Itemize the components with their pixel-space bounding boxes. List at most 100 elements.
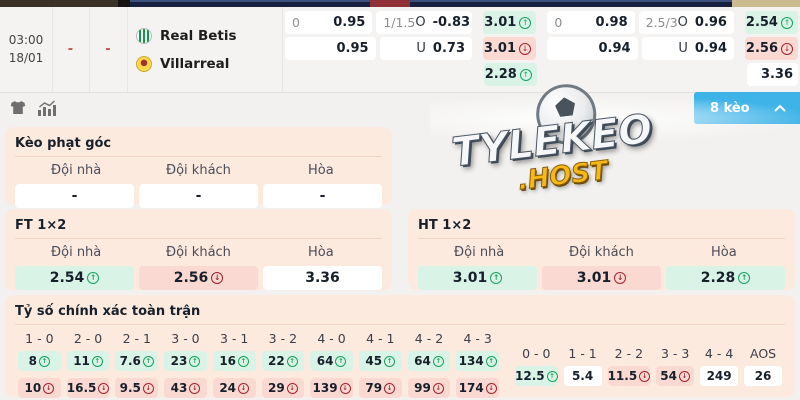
section-title: Tỷ số chính xác toàn trận <box>15 304 201 319</box>
villarreal-crest-icon <box>136 55 152 72</box>
bar-segment <box>732 0 800 7</box>
corner-draw-odds-cell[interactable]: - <box>263 184 382 208</box>
corner-away-odds-cell[interactable]: - <box>139 184 258 208</box>
odds-up-icon <box>738 272 751 284</box>
score-odds-up-cell[interactable]: 11 <box>66 351 110 371</box>
score-odds-up-cell[interactable]: 8 <box>18 351 61 371</box>
ht-away-odds-cell[interactable]: 3.01 <box>542 266 661 290</box>
score-odds-up-cell[interactable]: 134 <box>456 351 500 371</box>
odds-up-icon <box>142 355 154 367</box>
odds-down-icon <box>286 382 298 394</box>
score-column: 4 - 4 249 <box>697 346 741 398</box>
score-odds-down-cell[interactable]: 29 <box>261 378 305 398</box>
jersey-icon[interactable] <box>10 100 26 119</box>
score-odds-cell[interactable]: 54 <box>656 366 695 386</box>
divider <box>15 238 382 239</box>
odds-up-icon <box>91 355 103 367</box>
section-title: FT 1×2 <box>15 218 67 233</box>
odds-up-icon <box>485 355 497 367</box>
odds-down-icon <box>519 42 531 55</box>
score-column: 3 - 1 16 24 <box>210 331 259 398</box>
score-column: 4 - 0 64 139 <box>307 331 356 398</box>
score-odds-cell[interactable]: 249 <box>700 366 739 386</box>
ft-draw-odds-cell[interactable]: 3.36 <box>263 266 382 290</box>
header-away: Đội khách <box>569 245 634 260</box>
score-odds-up-cell[interactable]: 23 <box>164 351 207 371</box>
g1-1x2-home-cell[interactable]: 3.01 <box>483 11 537 34</box>
g1-1x2-draw-cell[interactable]: 2.28 <box>483 63 537 86</box>
stats-chart-icon[interactable] <box>38 100 57 120</box>
g2-over-cell[interactable]: 2.5/3 O 0.96 <box>638 11 734 34</box>
score-odds-down-cell[interactable]: 9.5 <box>115 378 159 398</box>
score-odds-cell[interactable]: 12.5 <box>515 366 558 386</box>
score-odds-down-cell[interactable]: 79 <box>358 378 402 398</box>
score-column: 0 - 0 12.5 <box>512 346 561 398</box>
match-row: 03:00 18/01 - - Real Betis Villarreal 0 … <box>0 7 800 93</box>
ft-home-odds-cell[interactable]: 2.54 <box>15 266 134 290</box>
score-odds-down-cell[interactable]: 174 <box>456 378 500 398</box>
away-team-name: Villarreal <box>160 55 230 72</box>
home-team-row[interactable]: Real Betis <box>136 27 282 44</box>
score-column: 2 - 1 7.6 9.5 <box>112 331 161 398</box>
score-column: 3 - 3 54 <box>653 346 697 398</box>
odds-up-icon <box>384 355 396 367</box>
score-grid-right: 0 - 0 12.5 1 - 1 5.4 2 - 2 11.5 3 - 3 54… <box>512 346 785 398</box>
header-home: Đội nhà <box>454 245 505 260</box>
teams-column: Real Betis Villarreal <box>127 7 283 92</box>
score-odds-up-cell[interactable]: 7.6 <box>115 351 159 371</box>
odds-up-icon <box>490 272 503 284</box>
g1-handicap-away-cell[interactable]: 0.95 <box>285 37 376 60</box>
cropped-browser-bar <box>0 0 800 9</box>
score-odds-cell[interactable]: 26 <box>744 366 783 386</box>
score-odds-down-cell[interactable]: 99 <box>407 378 451 398</box>
score-odds-down-cell[interactable]: 24 <box>212 378 256 398</box>
corner-home-odds-cell[interactable]: - <box>15 184 134 208</box>
odds-down-icon <box>485 382 497 394</box>
g2-1x2-home-cell[interactable]: 2.54 <box>744 11 798 34</box>
g2-handicap-home-cell[interactable]: 0 0.98 <box>547 11 635 34</box>
divider <box>15 156 382 157</box>
g1-under-cell[interactable]: U 0.73 <box>379 37 472 60</box>
score-odds-down-cell[interactable]: 16.5 <box>66 378 110 398</box>
score-odds-down-cell[interactable]: 10 <box>18 378 61 398</box>
g2-handicap-away-cell[interactable]: 0.94 <box>547 37 638 60</box>
score-column: 1 - 0 8 10 <box>15 331 64 398</box>
kickoff-time: 03:00 <box>8 33 44 48</box>
corner-odds-section: Kèo phạt góc Đội nhà Đội khách Hòa - - - <box>5 127 392 208</box>
chevron-up-icon <box>774 101 786 116</box>
bar-segment <box>410 0 732 9</box>
g2-1x2-draw-cell[interactable]: 3.36 <box>746 63 799 86</box>
header-home: Đội nhà <box>51 163 102 178</box>
score-odds-up-cell[interactable]: 64 <box>407 351 451 371</box>
header-away: Đội khách <box>166 245 231 260</box>
score-odds-up-cell[interactable]: 22 <box>261 351 305 371</box>
bets-count-label: 8 kèo <box>710 100 750 116</box>
g1-handicap-home-cell[interactable]: 0 0.95 <box>285 11 373 34</box>
score-odds-cell[interactable]: 11.5 <box>607 366 651 386</box>
watermark-subtitle: .HOST <box>516 155 610 197</box>
header-draw: Hòa <box>307 245 334 260</box>
score-odds-up-cell[interactable]: 64 <box>310 351 353 371</box>
bets-count-button[interactable]: 8 kèo <box>694 92 800 124</box>
g1-1x2-away-cell[interactable]: 3.01 <box>483 37 536 60</box>
g2-1x2-away-cell[interactable]: 2.56 <box>745 37 798 60</box>
ft-away-odds-cell[interactable]: 2.56 <box>139 266 258 290</box>
correct-score-section: Tỷ số chính xác toàn trận 1 - 0 8 10 2 -… <box>5 295 795 398</box>
ht-draw-odds-cell[interactable]: 2.28 <box>666 266 785 290</box>
section-title: HT 1×2 <box>418 218 472 233</box>
odds-up-icon <box>432 355 444 367</box>
header-draw: Hòa <box>710 245 737 260</box>
g2-under-cell[interactable]: U 0.94 <box>641 37 734 60</box>
odds-down-icon <box>639 370 651 382</box>
g1-over-cell[interactable]: 1/1.5 O -0.83 <box>376 11 473 34</box>
odds-up-icon <box>546 370 558 382</box>
score-odds-down-cell[interactable]: 43 <box>164 378 207 398</box>
score-odds-up-cell[interactable]: 45 <box>358 351 402 371</box>
away-team-row[interactable]: Villarreal <box>136 55 282 72</box>
score-odds-down-cell[interactable]: 139 <box>310 378 353 398</box>
score-odds-cell[interactable]: 5.4 <box>563 366 602 386</box>
ht-home-odds-cell[interactable]: 3.01 <box>418 266 537 290</box>
score-odds-up-cell[interactable]: 16 <box>212 351 256 371</box>
home-team-name: Real Betis <box>160 27 237 44</box>
